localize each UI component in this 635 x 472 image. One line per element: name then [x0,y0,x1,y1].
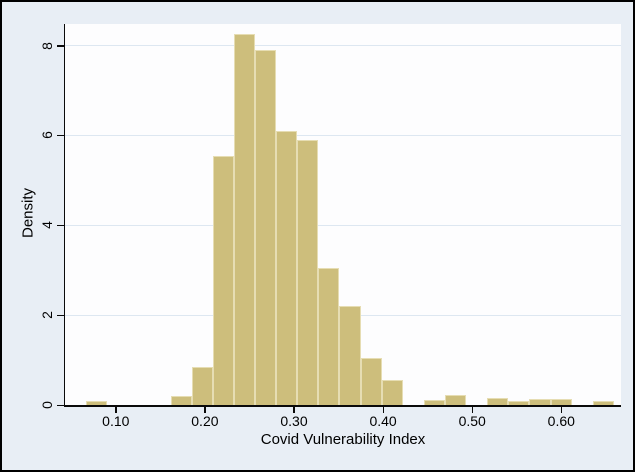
histogram-bar [508,400,530,405]
x-tick [293,406,295,413]
histogram-bar [445,394,467,405]
x-tick-label: 0.60 [547,413,575,429]
histogram-bar [550,399,572,405]
y-tick [57,314,64,317]
x-tick [204,406,206,413]
x-axis-title: Covid Vulnerability Index [260,431,426,448]
histogram-bar [592,400,614,405]
x-axis-line [63,405,621,407]
x-tick-label: 0.10 [102,413,130,429]
x-tick [471,406,474,413]
histogram-bar [233,34,255,405]
plot-area [65,24,621,405]
x-tick [560,406,563,413]
histogram-bar [423,399,446,405]
histogram-bar [360,357,382,405]
histogram-bar [191,366,213,405]
y-tick [57,404,64,406]
x-tick-label: 0.50 [458,413,486,429]
histogram-bar [529,399,551,405]
histogram-bar [487,398,509,405]
x-tick-label: 0.40 [369,413,397,429]
histogram-bar [276,130,298,405]
y-tick-label: 2 [39,311,55,320]
y-tick [57,134,64,137]
gridline [65,45,621,47]
y-tick-label: 4 [39,221,55,230]
y-axis-title: Density [19,187,37,239]
histogram-bar [339,306,361,405]
histogram-bar [318,267,340,405]
y-tick [57,224,64,227]
x-tick [115,406,117,413]
histogram-bar [254,50,277,405]
y-axis-line [63,24,65,405]
y-tick-label: 0 [39,401,55,409]
y-tick-label: 8 [39,41,55,50]
x-tick-label: 0.20 [191,413,219,429]
histogram-bar [170,396,192,405]
histogram-bar [381,380,403,405]
y-tick [57,45,64,47]
gridline [65,134,621,136]
histogram-bar [212,155,234,405]
gridline [65,224,621,226]
histogram-bar [297,139,319,405]
histogram-bar [86,401,108,405]
x-tick-label: 0.30 [280,413,308,429]
y-tick-label: 6 [39,131,55,140]
x-tick [382,406,385,413]
